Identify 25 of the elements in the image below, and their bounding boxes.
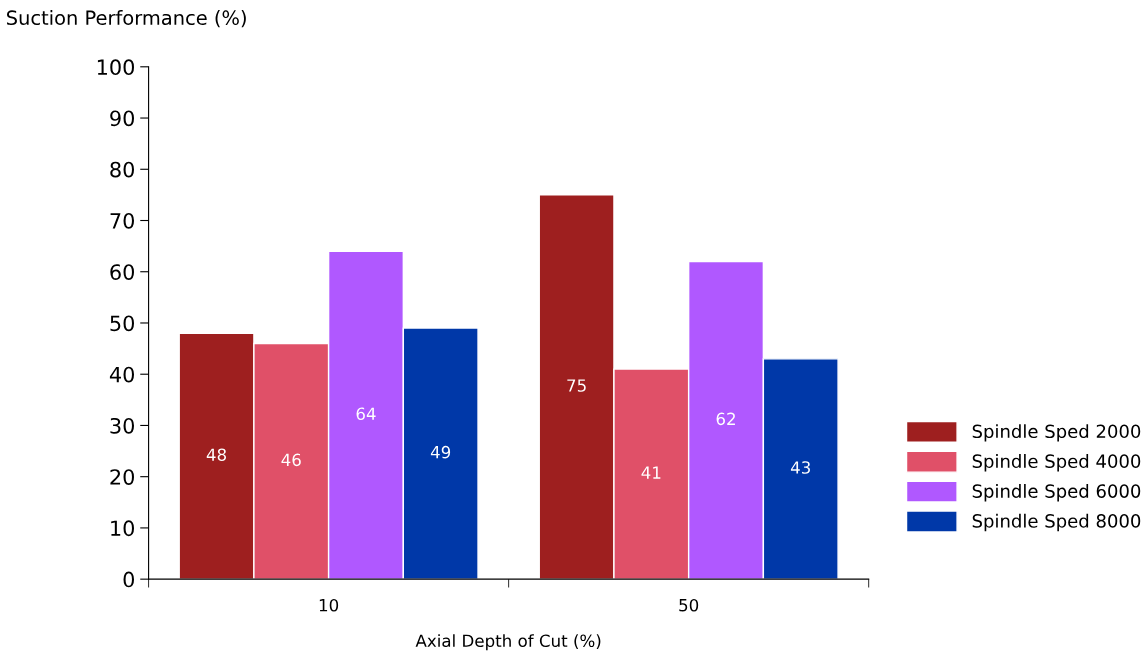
y-tick-label: 50 — [110, 315, 135, 332]
data-label: 48 — [206, 448, 227, 462]
x-axis-title: Axial Depth of Cut (%) — [415, 634, 601, 651]
legend-label: Spindle Sped 8000 — [972, 513, 1141, 532]
data-label: 43 — [790, 461, 810, 474]
legend-label: Spindle Sped 2000 — [972, 424, 1141, 442]
data-label: 41 — [641, 466, 661, 479]
data-label: 62 — [716, 412, 735, 426]
data-label: 49 — [430, 445, 451, 459]
legend-label: Spindle Sped 4000 — [972, 454, 1141, 472]
data-label: 46 — [281, 453, 301, 467]
data-label: 75 — [567, 379, 586, 392]
data-label: 64 — [356, 407, 376, 421]
y-tick-label: 30 — [110, 417, 135, 434]
y-tick-label: 0 — [123, 571, 135, 588]
y-tick-label: 60 — [110, 264, 135, 280]
y-tick-label: 90 — [110, 110, 135, 127]
y-tick-label: 40 — [109, 366, 135, 383]
y-tick-label: 100 — [97, 59, 135, 76]
y-axis-title: Suction Performance (%) — [7, 10, 246, 28]
y-tick-label: 80 — [110, 161, 135, 178]
y-tick-label: 70 — [110, 212, 135, 229]
y-tick-label: 10 — [111, 520, 135, 537]
y-tick-label: 20 — [110, 469, 135, 485]
legend-label: Spindle Sped 6000 — [972, 483, 1141, 502]
